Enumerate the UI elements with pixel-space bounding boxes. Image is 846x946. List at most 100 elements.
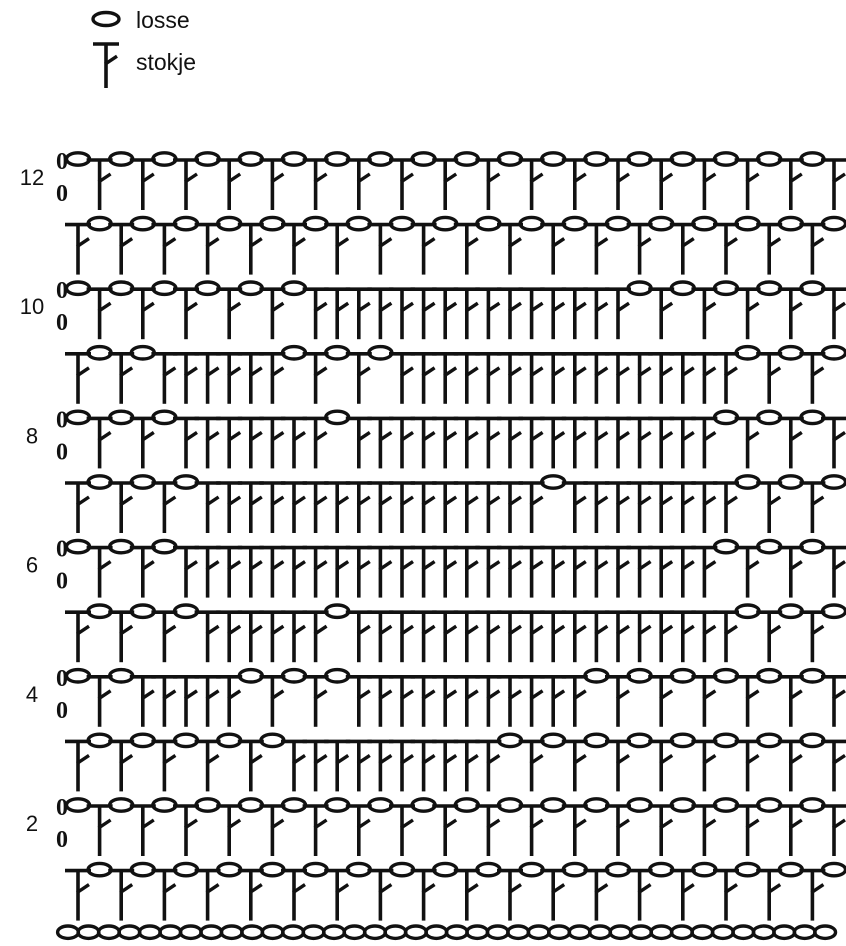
stitch-slash — [270, 560, 285, 572]
stitch-slash — [378, 430, 393, 442]
stitch-slash — [400, 430, 414, 442]
row-number-label: 4 — [26, 682, 38, 707]
stitch-slash — [702, 495, 717, 507]
stitch-slash — [356, 689, 371, 701]
stitch-slash — [702, 624, 717, 636]
stitch-slash — [659, 495, 674, 507]
stitch-slash — [637, 560, 652, 572]
stitch-slash — [594, 301, 609, 313]
stitch-slash — [119, 366, 134, 378]
stitch-slash — [97, 560, 112, 572]
stitch-slash — [443, 818, 458, 830]
stitch-slash — [486, 689, 501, 701]
stitch-slash — [313, 753, 328, 765]
stitch-slash — [313, 818, 328, 830]
stitch-slash — [788, 430, 803, 442]
turning-chain-digit: 0 — [56, 827, 68, 853]
stitch-slash — [335, 495, 350, 507]
stitch-slash — [745, 689, 760, 701]
stitch-slash — [205, 753, 220, 765]
stitch-slash — [248, 237, 263, 249]
stitch-slash — [551, 624, 566, 636]
turning-chain-digit: 0 — [56, 795, 68, 821]
stitch-slash — [659, 301, 674, 313]
stitch-slash — [637, 237, 652, 249]
stitch-slash — [745, 301, 760, 313]
chart-row: 0 04 — [26, 666, 846, 727]
stitch-slash — [378, 301, 393, 313]
stitch-slash — [443, 366, 458, 378]
stitch-slash — [97, 818, 112, 830]
stitch-slash — [119, 753, 134, 765]
stitch-slash — [205, 560, 220, 572]
chart-row: 0 0 12 — [20, 149, 846, 210]
stitch-slash — [335, 560, 350, 572]
stitch-slash — [421, 430, 436, 442]
stitch-slash — [464, 753, 479, 765]
stitch-slash — [205, 495, 220, 507]
chart-row: 005 — [65, 603, 846, 663]
stitch-slash — [724, 624, 738, 636]
stitch-slash — [724, 366, 738, 378]
stitch-slash — [616, 430, 630, 442]
double-crochet-stitch — [821, 804, 846, 856]
stitch-slash — [378, 883, 393, 895]
stitch-slash — [508, 560, 522, 572]
turning-chain-digit: 0 — [56, 407, 68, 433]
stitch-slash — [140, 301, 155, 313]
stitch-slash — [378, 689, 393, 701]
stitch-slash — [529, 753, 544, 765]
stitch-slash — [378, 560, 393, 572]
foundation-chain — [55, 924, 838, 941]
row-number-label: 2 — [26, 811, 38, 836]
stitch-slash — [659, 753, 674, 765]
stitch-slash — [400, 560, 414, 572]
stitch-slash — [680, 237, 695, 249]
stitch-slash — [443, 753, 458, 765]
stitch-slash — [464, 624, 479, 636]
stitch-slash — [680, 366, 695, 378]
stitch-slash — [529, 495, 544, 507]
stitch-slash — [767, 624, 782, 636]
stitch-slash — [832, 560, 846, 572]
stitch-slash — [529, 430, 544, 442]
stitch-slash — [227, 495, 242, 507]
stitch-slash — [832, 818, 846, 830]
stitch-slash — [594, 560, 609, 572]
stitch-slash — [464, 560, 479, 572]
stitch-slash — [551, 883, 566, 895]
stitch-slash — [421, 689, 436, 701]
stitch-slash — [313, 172, 328, 184]
stitch-slash — [104, 54, 118, 66]
stitch-slash — [421, 301, 436, 313]
stitch-slash — [486, 753, 501, 765]
stitch-slash — [529, 301, 544, 313]
chain-oval — [91, 10, 121, 28]
stitch-slash — [97, 689, 112, 701]
stitch-slash — [140, 430, 155, 442]
stitch-slash — [788, 689, 803, 701]
stitch-slash — [508, 689, 522, 701]
stitch-slash — [659, 172, 674, 184]
stitch-slash — [378, 624, 393, 636]
stitch-slash — [529, 689, 544, 701]
stitch-slash — [702, 301, 717, 313]
stitch-slash — [464, 689, 479, 701]
stitch-slash — [140, 560, 155, 572]
stitch-slash — [486, 818, 501, 830]
stitch-slash — [119, 883, 134, 895]
stitch-slash — [832, 689, 846, 701]
stitch-slash — [140, 689, 155, 701]
stitch-slash — [248, 366, 263, 378]
stitch-slash — [702, 818, 717, 830]
stitch-slash — [486, 560, 501, 572]
stitch-slash — [400, 624, 414, 636]
stitch-slash — [313, 689, 328, 701]
stitch-slash — [313, 624, 328, 636]
stitch-slash — [205, 237, 220, 249]
stitch-slash — [184, 172, 198, 184]
stitch-slash — [832, 753, 846, 765]
turning-chain-digit: 0 — [56, 181, 68, 207]
